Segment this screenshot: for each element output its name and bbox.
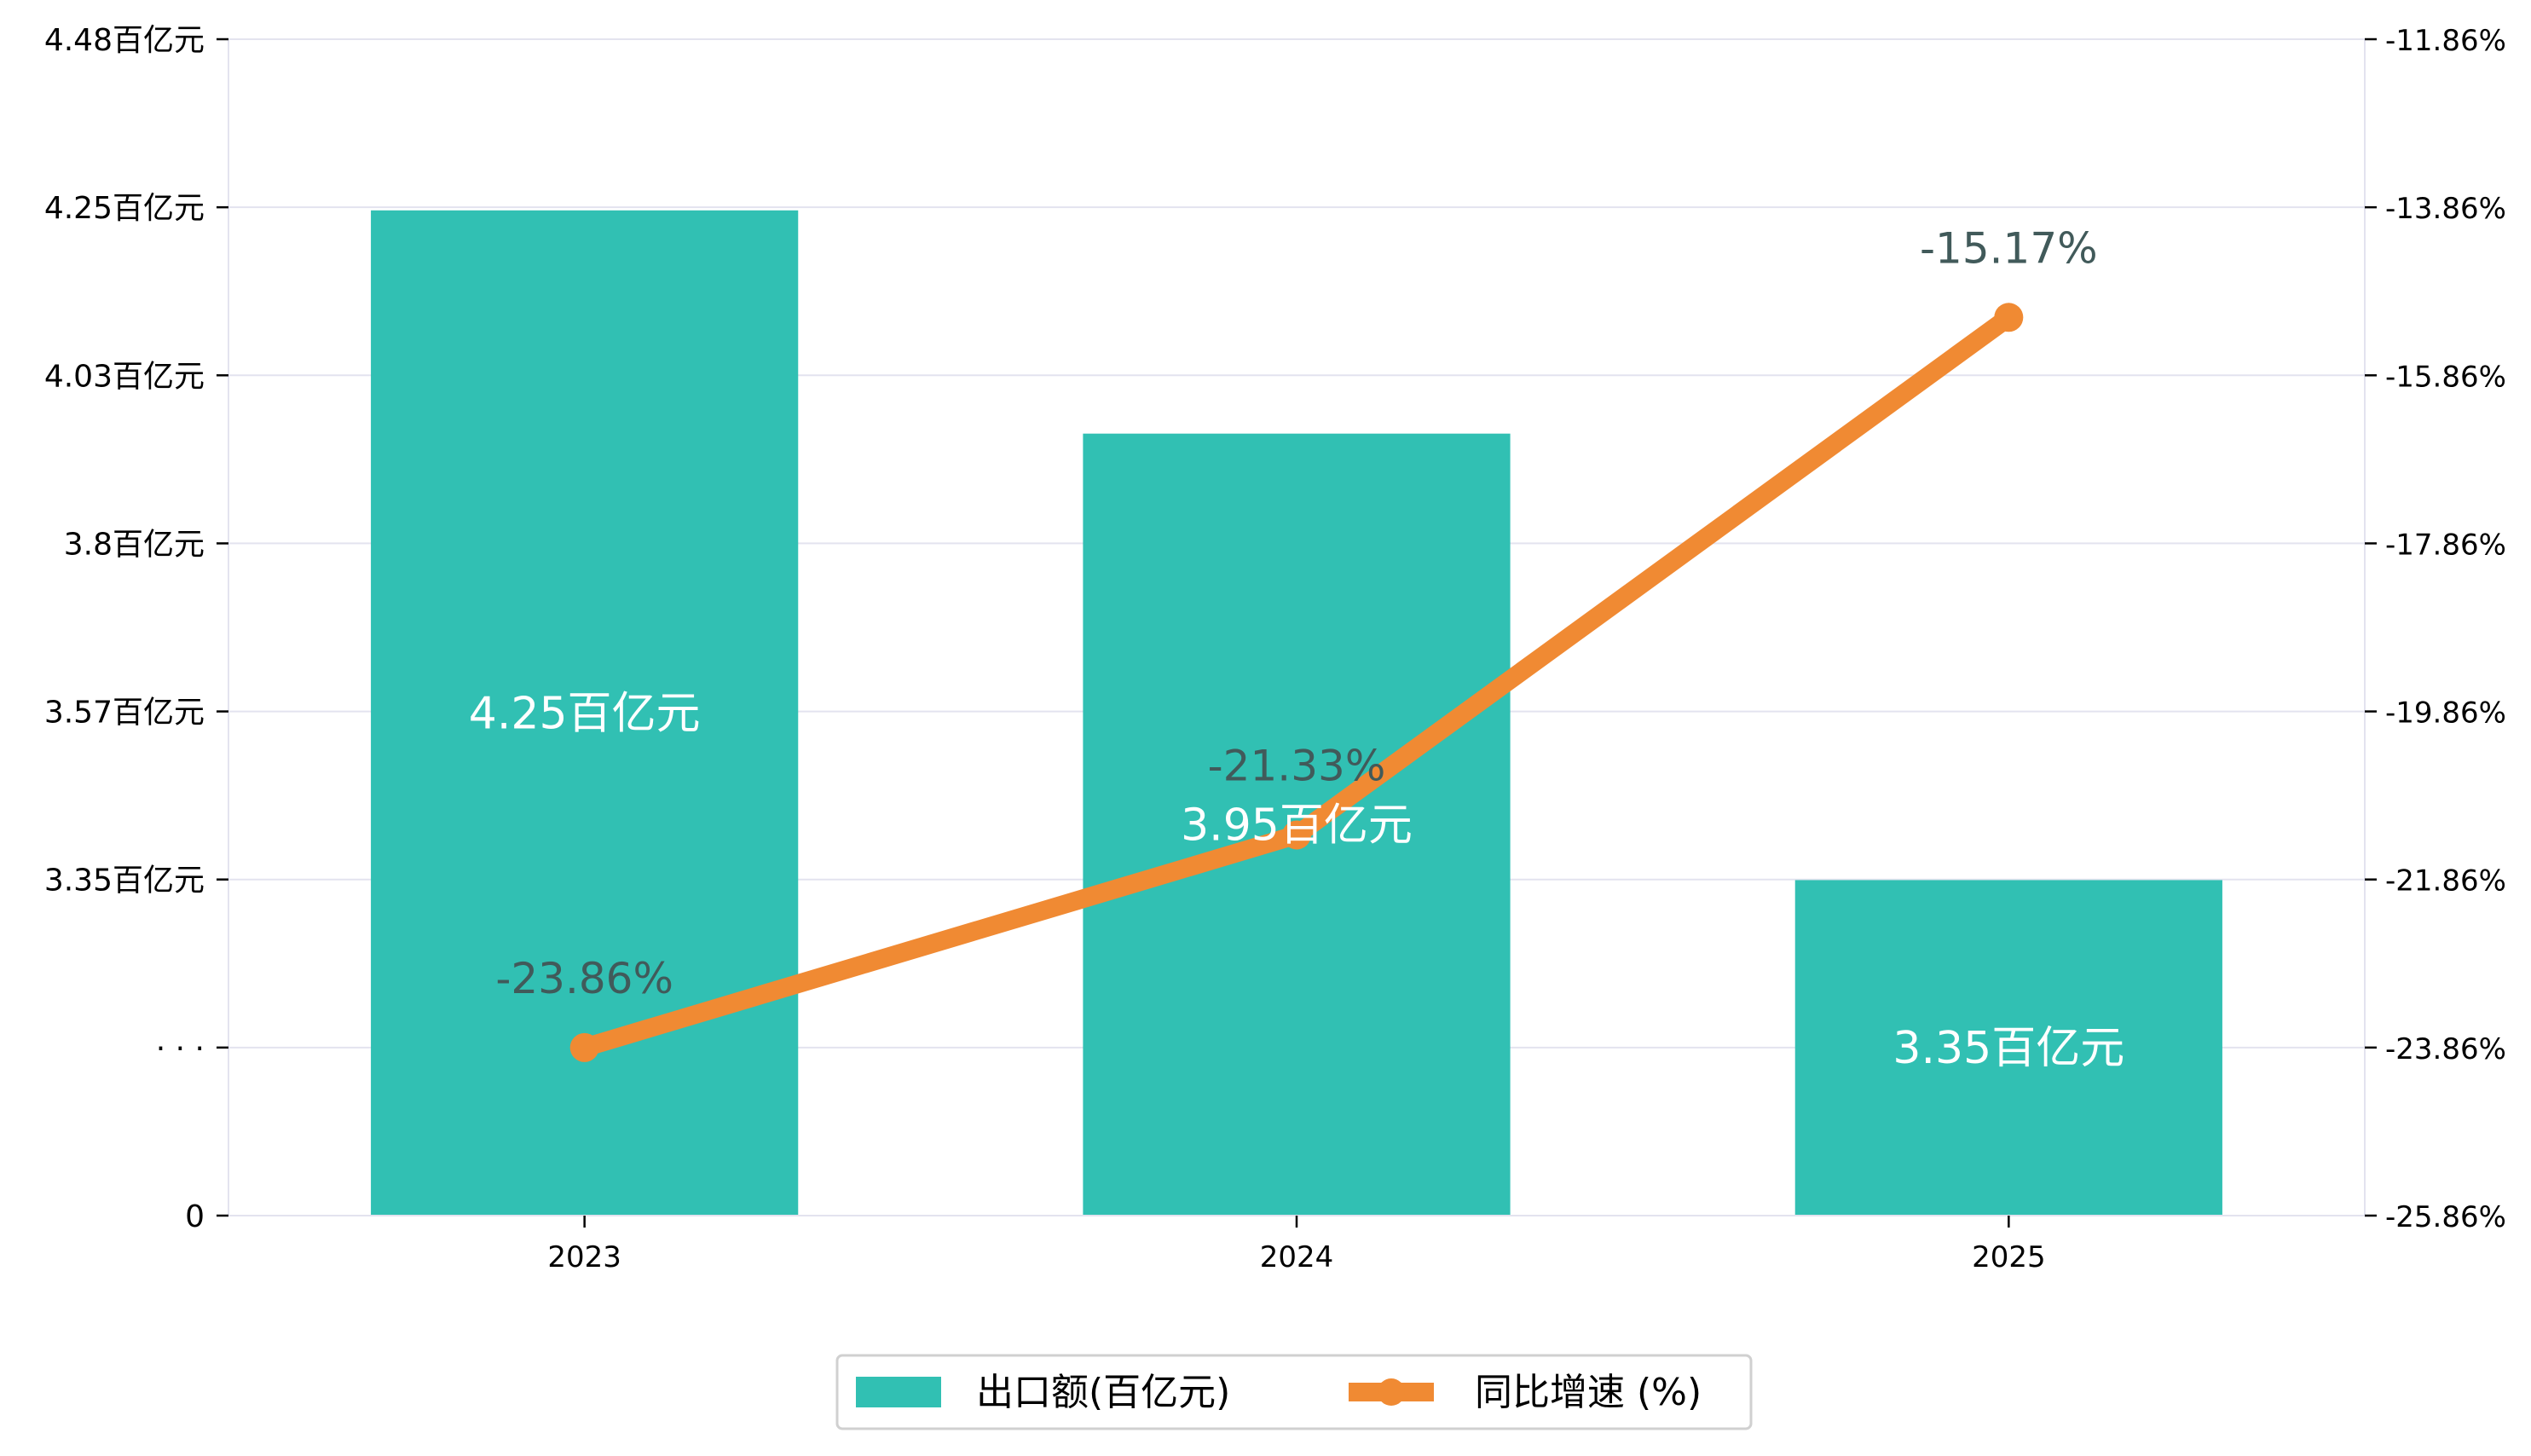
growth-point-2023 bbox=[569, 1032, 599, 1062]
axes-layer: 0 · · · 3.35百亿元 3.57百亿元 3.8百亿元 4.03百亿元 4.25百亿元… bbox=[44, 23, 2506, 1274]
right-tick-label: -21.86% bbox=[2385, 864, 2506, 898]
bar-data-label: 3.35百亿元 bbox=[1892, 1023, 2124, 1074]
bar-data-label: 4.25百亿元 bbox=[469, 688, 701, 739]
right-tick-label: -17.86% bbox=[2385, 528, 2506, 562]
x-tick-label: 2025 bbox=[1972, 1240, 2046, 1274]
left-tick-label: 0 bbox=[185, 1199, 205, 1234]
legend: 出口额(百亿元) 同比增速 (%) bbox=[835, 1354, 1753, 1430]
left-tick-label: 3.8百亿元 bbox=[64, 527, 205, 562]
right-tick-label: -15.86% bbox=[2385, 360, 2506, 394]
left-tick-label: 4.48百亿元 bbox=[44, 23, 205, 58]
right-tick-label: -19.86% bbox=[2385, 696, 2506, 731]
legend-box bbox=[835, 1354, 1753, 1430]
left-tick-label: 3.57百亿元 bbox=[44, 696, 205, 731]
right-tick-label: -25.86% bbox=[2385, 1200, 2506, 1234]
right-tick-label: -13.86% bbox=[2385, 192, 2506, 226]
line-data-label: -15.17% bbox=[1920, 223, 2098, 273]
labels-layer: 4.25百亿元 3.95百亿元 3.35百亿元 -23.86% -21.33% -15.1… bbox=[469, 223, 2124, 1074]
bar-data-label: 3.95百亿元 bbox=[1181, 800, 1413, 851]
legend-swatch-bar bbox=[856, 1377, 941, 1407]
x-tick-label: 2024 bbox=[1260, 1240, 1334, 1274]
line-data-label: -21.33% bbox=[1208, 741, 1386, 790]
line-layer bbox=[569, 303, 2024, 1062]
left-tick-label: 4.25百亿元 bbox=[44, 191, 205, 226]
left-tick-label: 3.35百亿元 bbox=[44, 864, 205, 898]
legend-swatch-marker bbox=[1378, 1378, 1405, 1406]
right-tick-label: -11.86% bbox=[2385, 24, 2506, 58]
left-tick-label: 4.03百亿元 bbox=[44, 359, 205, 394]
x-tick-label: 2023 bbox=[547, 1240, 621, 1274]
bar-2025 bbox=[1794, 880, 2222, 1216]
left-tick-label: · · · bbox=[156, 1031, 205, 1066]
legend-label-bar: 出口额(百亿元) bbox=[976, 1371, 1230, 1414]
right-tick-label: -23.86% bbox=[2385, 1032, 2506, 1066]
growth-point-2025 bbox=[1994, 303, 2024, 332]
legend-label-line: 同比增速 (%) bbox=[1475, 1371, 1702, 1414]
growth-point-2024 bbox=[1282, 820, 1311, 850]
line-data-label: -23.86% bbox=[495, 954, 673, 1003]
